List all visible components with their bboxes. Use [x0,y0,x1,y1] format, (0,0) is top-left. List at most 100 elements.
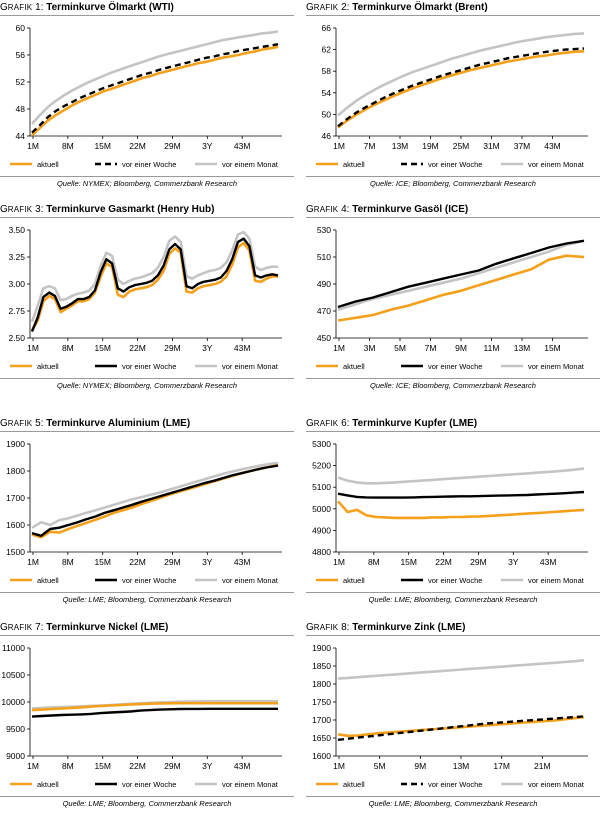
y-tick-label: 10000 [1,697,25,707]
panel-title: GRAFIK 5: Terminkurve Aluminium (LME) [0,418,191,429]
legend-label-aktuell: aktuell [343,160,365,169]
x-tick-label: 43M [234,343,251,353]
panel-top-rule [306,15,600,16]
panel-zink: GRAFIK 8: Terminkurve Zink (LME) 1600 165… [306,622,600,822]
x-tick-label: 7M [425,343,437,353]
panel-wti: GRAFIK 1: Terminkurve Ölmarkt (WTI) 44 48… [0,2,294,202]
y-tick-label: 11000 [2,643,25,653]
legend-label-monat: vor einem Monat [222,576,279,585]
chart-zink: 1600 1650 1700 1750 1800 1850 1900 1M 5M 9M 13M 17M… [312,643,588,789]
y-tick-label: 48 [16,104,26,114]
source-note: Quelle: NYMEX; Bloomberg, Commerzbank Re… [56,381,238,390]
y-tick-label: 3.50 [8,225,25,235]
x-tick-label: 15M [544,343,561,353]
x-tick-label: 13M [453,761,470,771]
series-line-monat [337,658,585,680]
legend-label-monat: vor einem Monat [222,362,279,371]
panel-title: GRAFIK 2: Terminkurve Ölmarkt (Brent) [306,2,488,13]
series-line-aktuell [337,254,585,322]
x-tick-label: 3M [364,343,376,353]
source-note: Quelle: LME; Bloomberg, Commerzbank Rese… [368,799,538,808]
x-tick-label: 22M [129,343,146,353]
y-tick-label: 58 [322,66,332,76]
y-tick-label: 1800 [6,466,25,476]
y-tick-label: 1650 [312,733,331,743]
y-tick-label: 50 [322,109,332,119]
source-note: Quelle: LME; Bloomberg, Commerzbank Rese… [62,595,232,604]
chart-nickel: 9000 9500 10000 10500 11000 1M 8M 15M 22M 29M 3Y 43… [1,643,282,789]
x-tick-label: 1M [333,141,345,151]
x-tick-label: 15M [94,557,111,567]
panel-brent: GRAFIK 2: Terminkurve Ölmarkt (Brent) 46… [306,2,600,202]
x-tick-label: 43M [540,557,557,567]
series-line-aktuell [31,701,278,712]
legend-label-aktuell: aktuell [37,780,59,789]
y-tick-label: 1600 [6,520,25,530]
series-line-woche [337,715,585,741]
y-tick-label: 4900 [312,525,331,535]
series-line-aktuell [30,241,278,332]
legend-label-woche: vor einer Woche [428,362,482,371]
y-tick-label: 9000 [6,751,25,761]
y-tick-label: 5100 [312,482,331,492]
series-line-woche [337,239,585,309]
y-tick-label: 10500 [1,670,25,680]
panel-bottom-rule [306,796,600,797]
y-tick-label: 1750 [312,697,331,707]
x-tick-label: 9M [455,343,467,353]
series-line-monat [337,467,585,485]
y-tick-label: 1900 [312,643,331,653]
x-tick-label: 5M [394,343,406,353]
x-tick-label: 13M [514,343,531,353]
chart-aluminium: 1500 1600 1700 1800 1900 1M 8M 15M 22M 29M 3Y 43M ak… [6,439,282,585]
panel-aluminium: GRAFIK 5: Terminkurve Aluminium (LME) 15… [0,418,294,618]
x-tick-label: 8M [62,557,74,567]
y-tick-label: 1600 [312,751,331,761]
y-tick-label: 1700 [312,715,331,725]
x-tick-label: 22M [129,761,146,771]
legend-label-monat: vor einem Monat [222,780,279,789]
series-line-woche [31,43,279,134]
panel-title: GRAFIK 3: Terminkurve Gasmarkt (Henry Hu… [0,204,215,215]
legend-label-woche: vor einer Woche [428,576,482,585]
source-note: Quelle: LME; Bloomberg, Commerzbank Rese… [368,595,538,604]
y-tick-label: 5300 [312,439,331,449]
series-line-woche [337,490,585,499]
series-line-monat [337,32,585,117]
panel-title: GRAFIK 1: Terminkurve Ölmarkt (WTI) [0,2,174,13]
legend-label-aktuell: aktuell [343,362,365,371]
y-tick-label: 1800 [312,679,331,689]
panel-bottom-rule [0,796,294,797]
x-tick-label: 3Y [202,141,213,151]
x-tick-label: 3Y [202,557,213,567]
panel-bottom-rule [306,378,600,379]
chart-gasoel: 450 470 490 510 530 1M 3M 5M 7M 9M 11M 13M 15M aktuel… [316,225,588,371]
source-note: Quelle: ICE; Bloomberg, Commerzbank Rese… [370,381,536,390]
panel-title: GRAFIK 4: Terminkurve Gasöl (ICE) [306,204,469,215]
y-tick-label: 470 [317,306,331,316]
x-tick-label: 7M [364,141,376,151]
panel-top-rule [0,15,294,16]
y-tick-label: 1850 [312,661,331,671]
y-tick-label: 1700 [6,493,25,503]
x-tick-label: 37M [514,141,531,151]
source-note: Quelle: LME; Bloomberg, Commerzbank Rese… [62,799,232,808]
chart-brent: 46 50 54 58 62 66 1M 7M 13M 19M 25M 31M 37M 43M aktuel… [316,23,588,169]
y-tick-label: 5200 [312,461,331,471]
panel-title: GRAFIK 7: Terminkurve Nickel (LME) [0,622,169,633]
x-tick-label: 8M [368,557,380,567]
panel-nickel: GRAFIK 7: Terminkurve Nickel (LME) 9000 9… [0,622,294,822]
panel-henry-hub: GRAFIK 3: Terminkurve Gasmarkt (Henry Hu… [0,204,294,404]
x-tick-label: 22M [129,557,146,567]
series-line-aktuell [337,49,585,129]
legend-label-aktuell: aktuell [37,362,59,371]
panel-top-rule [0,431,294,432]
x-tick-label: 13M [392,141,409,151]
x-tick-label: 43M [234,761,251,771]
y-tick-label: 62 [322,45,332,55]
y-tick-label: 2.75 [8,306,25,316]
y-tick-label: 510 [317,252,331,262]
panel-gasoel: GRAFIK 4: Terminkurve Gasöl (ICE) 450 470… [306,204,600,404]
legend-label-aktuell: aktuell [37,160,59,169]
